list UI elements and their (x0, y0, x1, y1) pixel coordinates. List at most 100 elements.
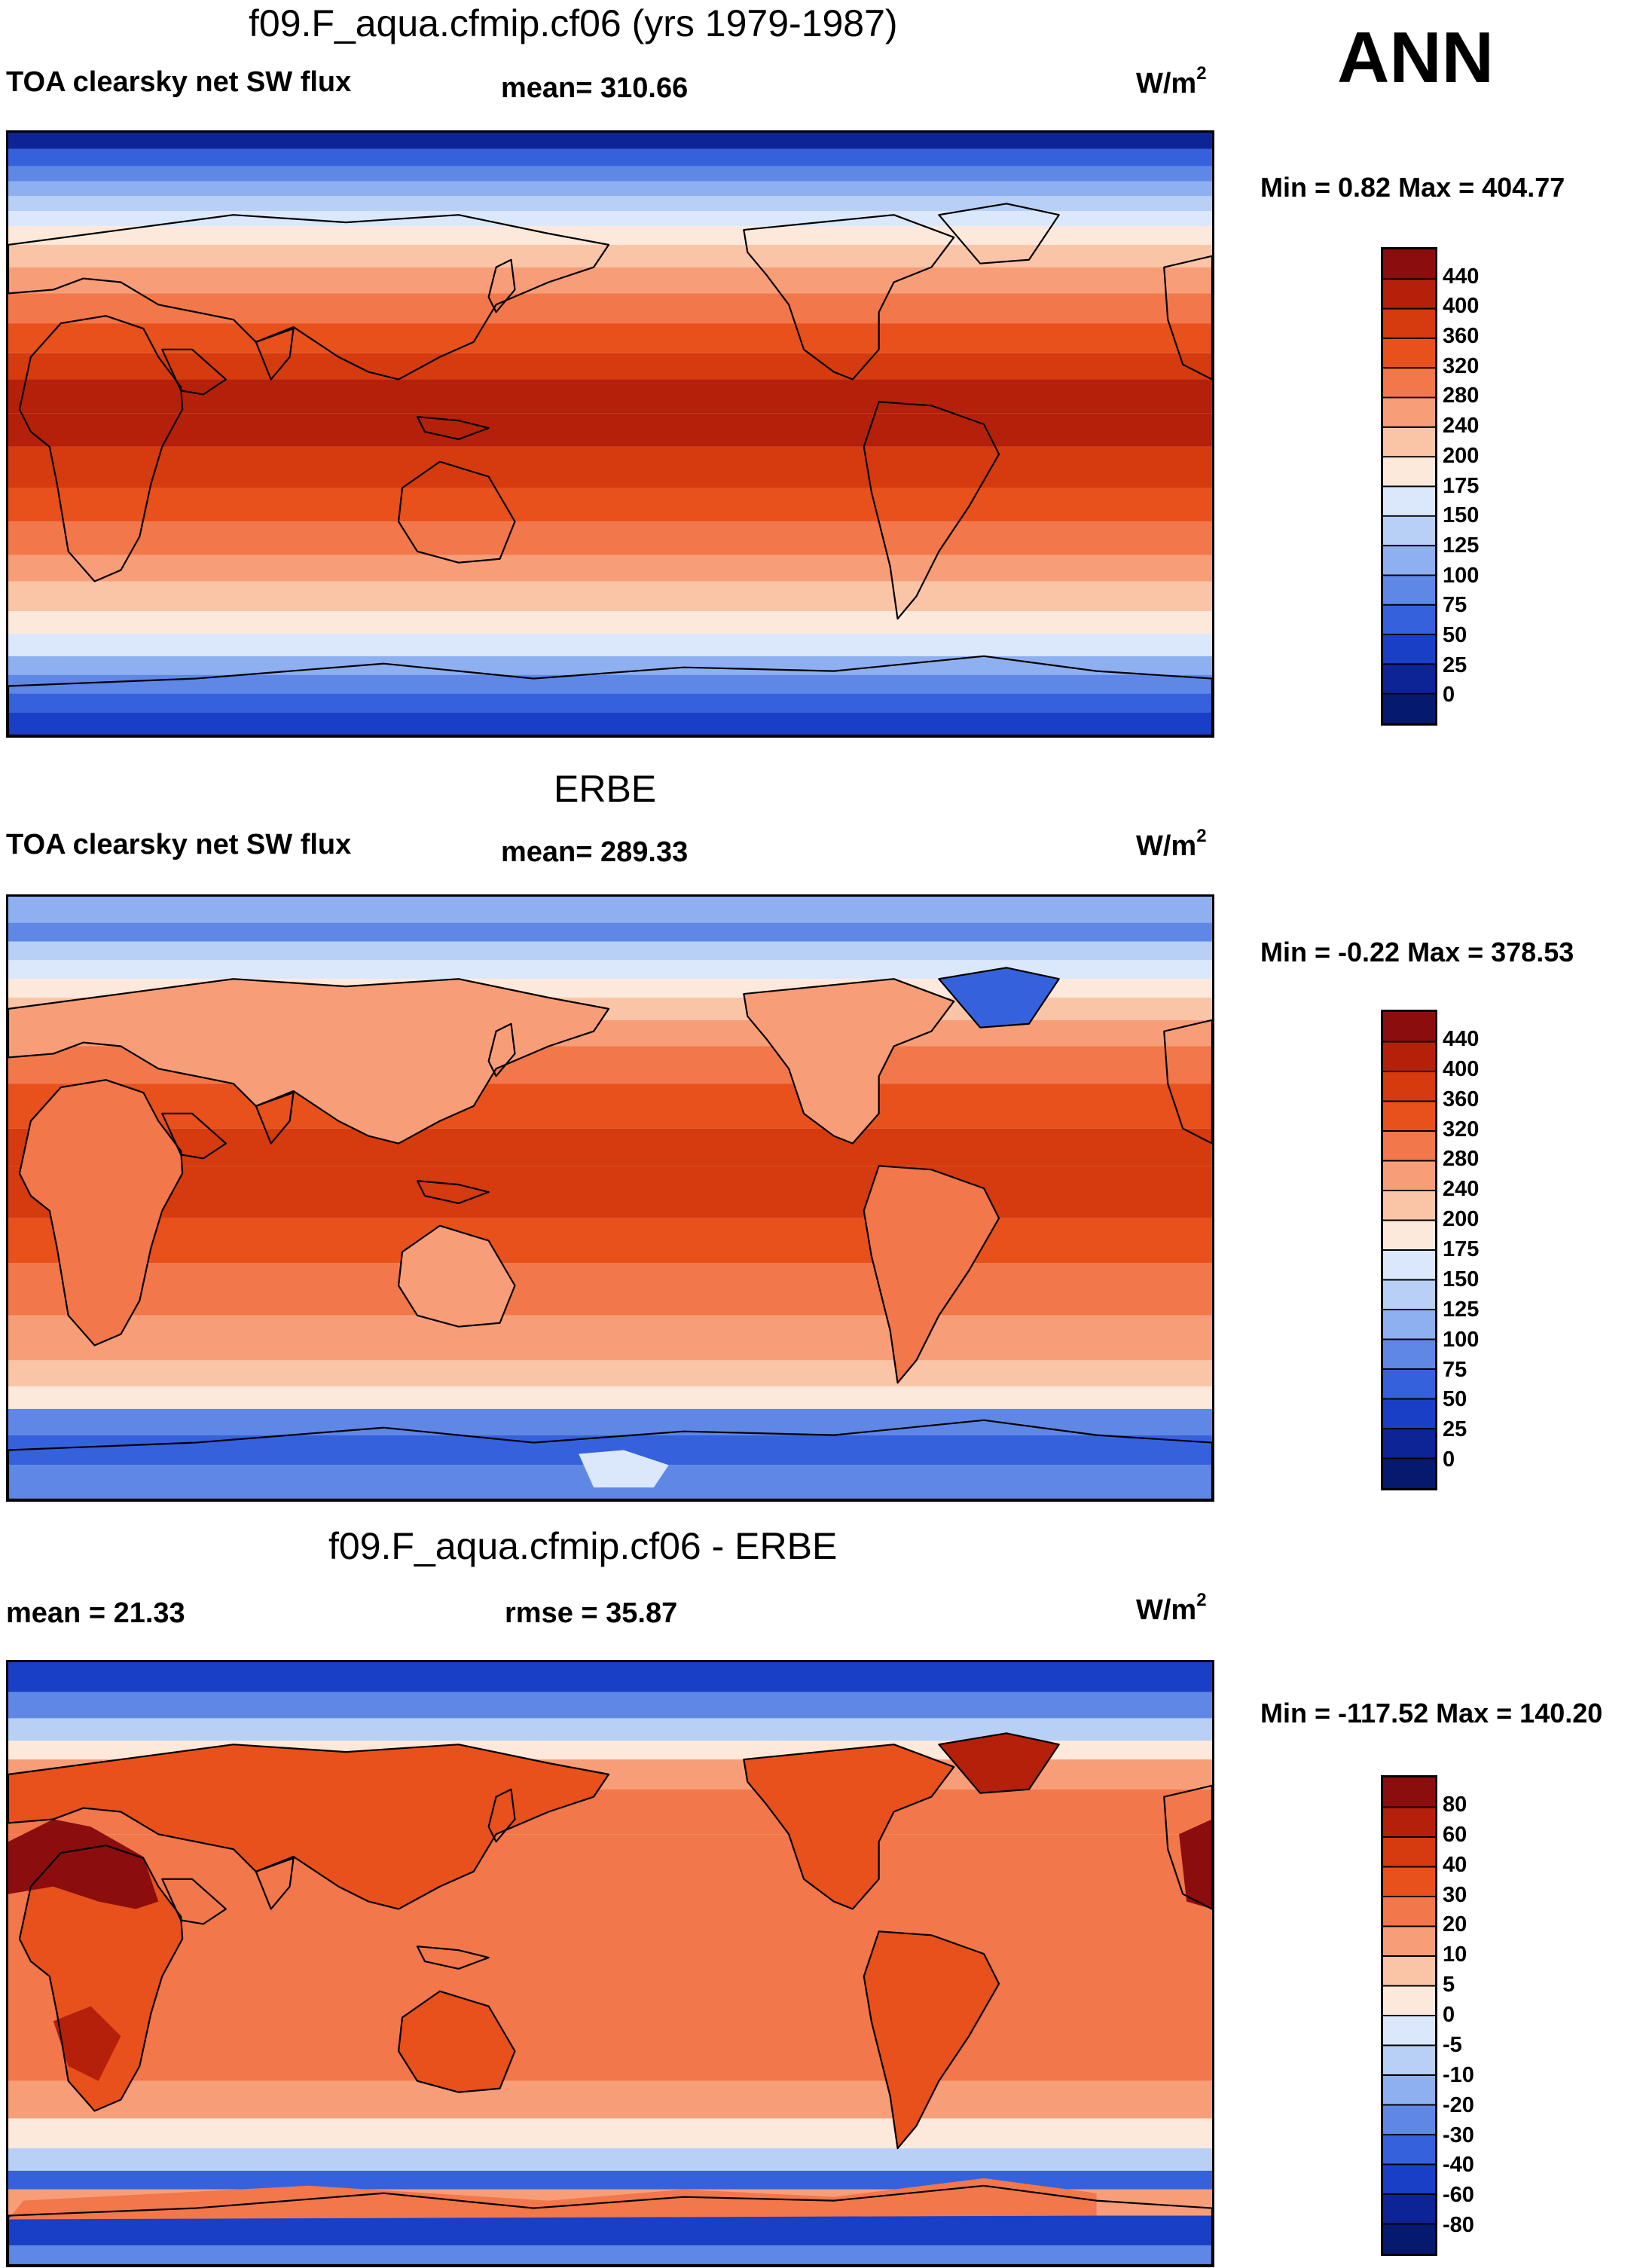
colorbar-swatch (1383, 575, 1435, 606)
panel3-title: f09.F_aqua.cfmip.cf06 - ERBE (328, 1525, 838, 1567)
panel2-minmax: Min = -0.22 Max = 378.53 (1260, 937, 1574, 967)
colorbar-swatch (1383, 1339, 1435, 1370)
colorbar-tick-label: 75 (1443, 593, 1467, 618)
land-region (744, 1744, 954, 1909)
colorbar-swatch (1383, 338, 1435, 368)
colorbar-tick-label: -80 (1443, 2213, 1474, 2238)
colorbar-tick-label: 175 (1443, 473, 1480, 498)
coastline (397, 1224, 516, 1328)
contour-band (8, 353, 1212, 380)
anomaly-region (1179, 1819, 1212, 1909)
contour-band (8, 1263, 1212, 1316)
contour-band (8, 211, 1212, 227)
coastline (1163, 1019, 1212, 1145)
polar-region (8, 897, 1212, 923)
colorbar-tick-label: 150 (1443, 503, 1480, 528)
colorbar-swatch (1383, 1985, 1435, 2016)
contour-band (8, 1718, 1212, 1741)
contour-band (8, 413, 1212, 447)
colorbar-swatch (1383, 1429, 1435, 1459)
colorbar-swatch (1383, 546, 1435, 576)
panel2-title: ERBE (554, 768, 657, 810)
contour-band (8, 133, 1212, 149)
colorbar-tick-label: 360 (1443, 1087, 1480, 1111)
coastline (1163, 255, 1212, 381)
colorbar-tick-label: -60 (1443, 2183, 1474, 2208)
contour-band (8, 941, 1212, 961)
contour-band (8, 293, 1212, 324)
coastline (397, 1990, 516, 2093)
colorbar-tick-label: 50 (1443, 1387, 1467, 1412)
contour-band (8, 1360, 1212, 1387)
anomaly-region (8, 1819, 159, 1909)
colorbar-swatch (1383, 1131, 1435, 1161)
panel1-left-label: TOA clearsky net SW flux (6, 66, 352, 98)
land-region (19, 1080, 183, 1346)
contour-band (8, 446, 1212, 488)
coastline (161, 1112, 228, 1160)
coastline (863, 1930, 1000, 2150)
colorbar-tick-label: 0 (1443, 2003, 1455, 2027)
contour-band (8, 379, 1212, 414)
panel3-units: W/m2 (1136, 1590, 1207, 1627)
land-region (399, 1225, 515, 1327)
coastline (8, 978, 610, 1145)
contour-band (8, 611, 1212, 634)
contour-band (8, 196, 1212, 212)
colorbar-swatch (1383, 1250, 1435, 1280)
colorbar-tick-label: -40 (1443, 2153, 1474, 2178)
land-region (939, 967, 1059, 1028)
colorbar-tick-label: 50 (1443, 622, 1467, 647)
coastline (8, 1744, 610, 1910)
coastline (416, 1180, 490, 1205)
coastline (255, 1857, 295, 1910)
coastline (8, 2184, 1212, 2265)
anomaly-region (53, 2006, 121, 2081)
panel2-left-label: TOA clearsky net SW flux (6, 829, 352, 860)
coastline (938, 967, 1060, 1029)
coastline (938, 203, 1060, 264)
colorbar-tick-label: 100 (1443, 1327, 1480, 1352)
anomaly-region (8, 2178, 1097, 2220)
coastline (255, 327, 295, 381)
colorbar-tick-label: 400 (1443, 1056, 1480, 1081)
colorbar-tick-label: 125 (1443, 1297, 1480, 1322)
colorbar-swatch (1383, 1398, 1435, 1429)
colorbar-swatch (1383, 2194, 1435, 2224)
contour-band (8, 1166, 1212, 1218)
colorbar-swatch (1383, 249, 1435, 280)
colorbar-tick-label: 0 (1443, 683, 1455, 708)
panel3-rmse-label: rmse = 35.87 (505, 1597, 678, 1629)
colorbar-tick-label: 80 (1443, 1792, 1467, 1817)
contour-band (8, 581, 1212, 612)
coastline (743, 978, 955, 1145)
colorbar-swatch (1383, 1897, 1435, 1927)
colorbar-tick-label: 0 (1443, 1447, 1455, 1472)
coastline (743, 214, 955, 381)
contour-band (8, 1662, 1212, 1692)
colorbar-tick-label: 175 (1443, 1237, 1480, 1261)
colorbar-swatch (1383, 515, 1435, 546)
colorbar-tick-label: 400 (1443, 294, 1480, 319)
colorbar-tick-label: 440 (1443, 1026, 1480, 1051)
contour-band (8, 2080, 1212, 2119)
panel3-map (6, 1660, 1214, 2267)
panel1-units: W/m2 (1136, 63, 1207, 100)
coastline (18, 1845, 184, 2112)
colorbar-swatch (1383, 1956, 1435, 1986)
colorbar-tick-label: 200 (1443, 1207, 1480, 1232)
land-region (8, 979, 609, 1144)
colorbar-swatch (1383, 664, 1435, 695)
colorbar-swatch (1383, 1220, 1435, 1251)
colorbar-swatch (1383, 1807, 1435, 1838)
colorbar-swatch (1383, 1837, 1435, 1867)
coastline (743, 1744, 955, 1910)
colorbar-swatch (1383, 1160, 1435, 1191)
colorbar-swatch (1383, 2104, 1435, 2135)
colorbar-tick-label: 100 (1443, 563, 1480, 588)
panel2-units: W/m2 (1136, 826, 1207, 863)
contour-band (8, 521, 1212, 555)
panel1-colorbar (1381, 247, 1437, 726)
coastline (18, 1079, 184, 1346)
panel2-colorbar (1381, 1010, 1437, 1490)
